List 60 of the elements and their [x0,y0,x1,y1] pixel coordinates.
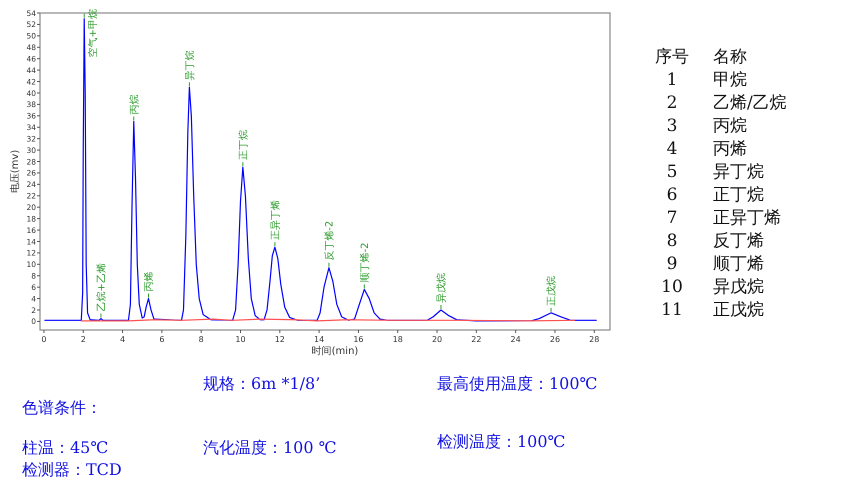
x-tick-label: 16 [353,335,364,344]
x-tick-label: 20 [432,335,442,344]
text: 7 [666,208,678,228]
annotation: 反丁烯-2 [323,220,336,261]
x-tick-label: 2 [80,335,86,344]
x-tick-label: 8 [198,335,204,344]
x-tick-label: 0 [41,335,46,344]
annotation: 正丁烷 [237,130,250,160]
text: 检测温度：100℃ [437,432,566,451]
x-axis-title: 时间(min) [312,345,358,357]
annotation: 丙烷 [128,94,140,115]
annotation: 丙烯 [142,272,155,292]
annotation: 乙烷+乙烯 [95,263,108,312]
text: 规格：6m *1/8’ [203,374,320,393]
text: 2 [666,93,678,113]
text: 4 [666,139,678,159]
annotation: 正戊烷 [546,276,558,306]
text: 顺丁烯 [713,254,764,274]
text: 汽化温度：100 ℃ [203,438,337,457]
y-axis-title: 电压(mv) [9,150,21,194]
x-tick-label: 18 [392,335,403,344]
text: 乙烯/乙烷 [713,93,787,113]
annotation: 异戊烷 [435,273,448,304]
annotation: 异丁烷 [184,50,196,80]
text: 9 [666,254,678,274]
text: 10 [661,277,683,297]
text: 异丁烷 [713,162,764,182]
x-tick-label: 28 [589,335,600,344]
x-tick-label: 26 [550,335,560,344]
x-tick-label: 14 [314,335,324,344]
annotation: 正异丁烯 [269,200,282,240]
line-series [44,18,597,322]
text: 丙烯 [713,139,747,159]
annotation: 空气+甲烷 [87,9,100,58]
text: 柱温：45℃ [22,438,108,457]
x-tick-label: 24 [510,335,521,344]
text: 丙烷 [713,116,747,136]
text: 6 [666,185,678,205]
text: 反丁烯 [713,231,764,251]
text: 名称 [713,47,747,67]
text: 3 [666,116,678,136]
text: 正戊烷 [713,300,764,320]
x-tick-label: 12 [274,335,285,344]
text: 最高使用温度：100℃ [437,374,598,393]
x-tick-label: 10 [235,335,246,344]
x-tick-label: 4 [120,335,126,344]
text: 序号 [655,47,689,67]
x-tick-label: 6 [159,335,164,344]
text: 8 [666,231,678,251]
text: 1 [666,70,678,90]
annotation: 顺丁烯-2 [358,242,371,282]
text: 11 [661,300,683,320]
text: 正丁烷 [713,185,764,205]
text: 5 [666,162,678,182]
text: 甲烷 [713,70,747,90]
text: 正异丁烯 [713,208,781,228]
x-tick-label: 22 [471,335,482,344]
text: 异戊烷 [713,277,764,297]
text: 色谱条件： [22,398,102,417]
text: 检测器：TCD [22,460,122,479]
